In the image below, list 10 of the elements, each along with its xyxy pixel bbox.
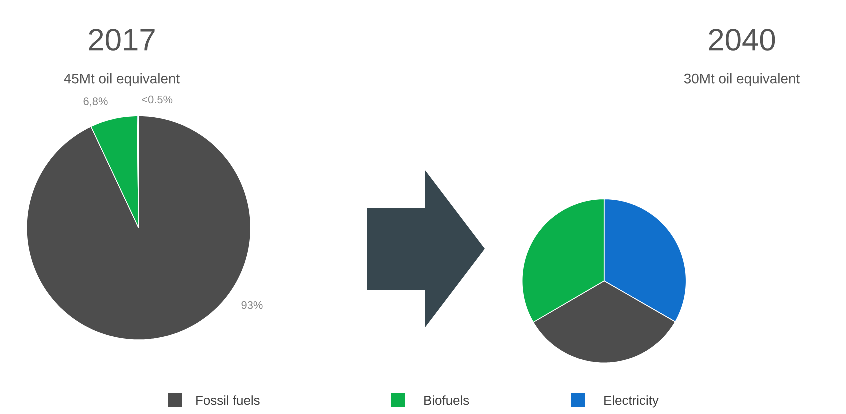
text: 30Mt oil equivalent	[684, 73, 800, 86]
legend-label: Electricity	[604, 396, 659, 408]
chart-title: 2040	[709, 29, 776, 51]
legend-label: Biofuels	[424, 396, 470, 406]
chart-title: 2017	[89, 29, 155, 51]
data-label: 6,8%	[84, 98, 108, 107]
chart-subtitle: 45Mt oil equivalent	[64, 73, 180, 86]
data-label: 93%	[242, 301, 263, 310]
legend-label: Fossil fuels	[196, 396, 260, 406]
data-label: <0.5%	[142, 96, 173, 104]
